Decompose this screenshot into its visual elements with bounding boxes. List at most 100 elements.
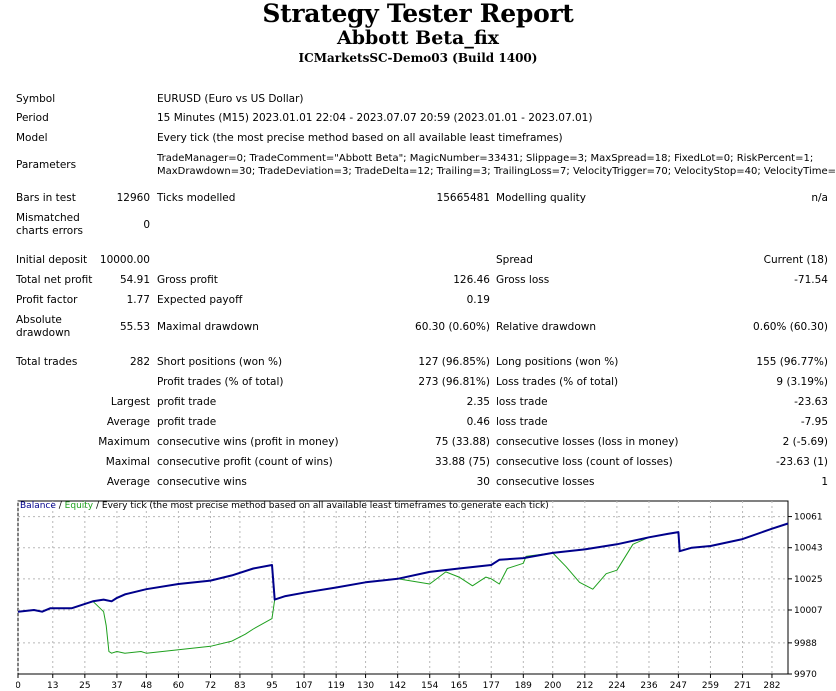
model-label: Model [16,132,48,144]
x-tick-label: 165 [451,681,468,690]
symbol-label: Symbol [16,93,56,105]
x-tick-label: 282 [763,681,780,690]
model-value: Every tick (the most precise method base… [157,132,563,144]
initial-deposit-label: Initial deposit [16,254,88,266]
x-tick-label: 13 [47,681,58,690]
x-tick-label: 0 [16,681,21,690]
gross-loss-value: -71.54 [794,274,828,286]
ticks-label: Ticks modelled [157,192,236,204]
long-positions-label: Long positions (won %) [496,356,619,368]
largest-loss-label: loss trade [496,396,548,408]
bars-label: Bars in test [16,192,76,204]
average-consecutive-losses-value: 1 [821,476,828,488]
y-tick-label: 9970 [794,670,817,680]
average-cons-label: Average [106,476,150,488]
expert-name: Abbott Beta_fix [336,27,500,49]
balance-line [17,522,789,613]
x-tick-label: 271 [734,681,751,690]
x-tick-label: 60 [173,681,185,690]
initial-deposit-value: 10000.00 [99,254,150,266]
quality-label: Modelling quality [496,192,586,204]
report-title: Strategy Tester Report [262,0,574,28]
x-tick-label: 130 [357,681,374,690]
average-profit-label: profit trade [157,416,217,428]
x-tick-label: 142 [389,681,406,690]
x-tick-label: 83 [234,681,245,690]
profit-trades-label: Profit trades (% of total) [157,376,284,388]
relative-drawdown-label: Relative drawdown [496,321,597,333]
x-tick-label: 37 [111,681,122,690]
quality-value: n/a [811,192,828,204]
short-positions-label: Short positions (won %) [157,356,283,368]
spread-label: Spread [496,254,533,266]
symbol-value: EURUSD (Euro vs US Dollar) [157,93,304,105]
x-tick-label: 224 [608,681,625,690]
profit-factor-label: Profit factor [16,294,78,306]
x-tick-label: 119 [328,681,345,690]
x-tick-label: 154 [421,681,438,690]
profit-factor-value: 1.77 [126,294,150,306]
y-tick-label: 9988 [794,639,817,649]
average-loss-label: loss trade [496,416,548,428]
maximal-consecutive-profit-label: consecutive profit (count of wins) [157,456,333,468]
x-tick-label: 72 [205,681,216,690]
mismatched-label-2: charts errors [16,225,83,237]
plot-area [17,500,789,675]
parameters-line-2: MaxDrawdown=30; TradeDeviation=3; TradeD… [157,166,836,177]
maximal-consecutive-profit-value: 33.88 (75) [435,456,490,468]
loss-trades-value: 9 (3.19%) [776,376,828,388]
gross-loss-label: Gross loss [496,274,550,286]
expected-payoff-label: Expected payoff [157,294,243,306]
x-tick-label: 189 [515,681,532,690]
x-tick-label: 247 [670,681,687,690]
x-tick-label: 259 [702,681,719,690]
x-tick-label: 177 [483,681,500,690]
total-trades-value: 282 [129,356,150,368]
x-tick-label: 200 [544,681,561,690]
average-consecutive-wins-value: 30 [476,476,490,488]
y-tick-label: 10007 [794,606,823,616]
balance-equity-chart: 9970 9988 10007 10025 10043 10061 0 13 25 37 48 60 7… [16,500,823,690]
legend-balance: Balance [20,501,56,511]
profit-trades-value: 273 (96.81%) [418,376,490,388]
max-consecutive-wins-value: 75 (33.88) [435,436,490,448]
absolute-drawdown-label: Absolute [16,314,62,326]
x-tick-label: 236 [640,681,657,690]
largest-label: Largest [110,396,150,408]
period-value: 15 Minutes (M15) 2023.01.01 22:04 - 2023… [157,112,593,124]
x-tick-label: 25 [79,681,90,690]
legend-separator-1: / [55,501,65,511]
maximal-label: Maximal [105,456,150,468]
largest-profit-label: profit trade [157,396,217,408]
gross-profit-label: Gross profit [157,274,218,286]
x-tick-label: 107 [295,681,312,690]
x-tick-label: 212 [576,681,593,690]
average-loss-value: -7.95 [800,416,828,428]
average-profit-value: 0.46 [466,416,490,428]
average-consecutive-wins-label: consecutive wins [157,476,247,488]
total-trades-label: Total trades [16,356,78,368]
y-tick-label: 10025 [794,575,823,585]
max-consecutive-losses-label: consecutive losses (loss in money) [496,436,679,448]
absolute-drawdown-value: 55.53 [119,321,150,333]
loss-trades-label: Loss trades (% of total) [496,376,619,388]
maximum-label: Maximum [98,436,150,448]
average-consecutive-losses-label: consecutive losses [496,476,595,488]
maximal-drawdown-label: Maximal drawdown [157,321,259,333]
largest-loss-value: -23.63 [794,396,828,408]
parameters-line-1: TradeManager=0; TradeComment="Abbott Bet… [157,153,814,164]
maximal-consecutive-loss-label: consecutive loss (count of losses) [496,456,673,468]
relative-drawdown-value: 0.60% (60.30) [753,321,828,333]
max-consecutive-losses-value: 2 (-5.69) [782,436,828,448]
x-tick-label: 95 [266,681,277,690]
maximal-consecutive-loss-value: -23.63 (1) [775,456,828,468]
average-label: Average [106,416,150,428]
long-positions-value: 155 (96.77%) [756,356,828,368]
absolute-drawdown-label-2: drawdown [16,327,71,339]
maximal-drawdown-value: 60.30 (0.60%) [415,321,490,333]
bars-value: 12960 [116,192,150,204]
legend-separator-2: / [93,501,102,511]
ticks-value: 15665481 [436,192,490,204]
largest-profit-value: 2.35 [466,396,490,408]
max-consecutive-wins-label: consecutive wins (profit in money) [157,436,339,448]
